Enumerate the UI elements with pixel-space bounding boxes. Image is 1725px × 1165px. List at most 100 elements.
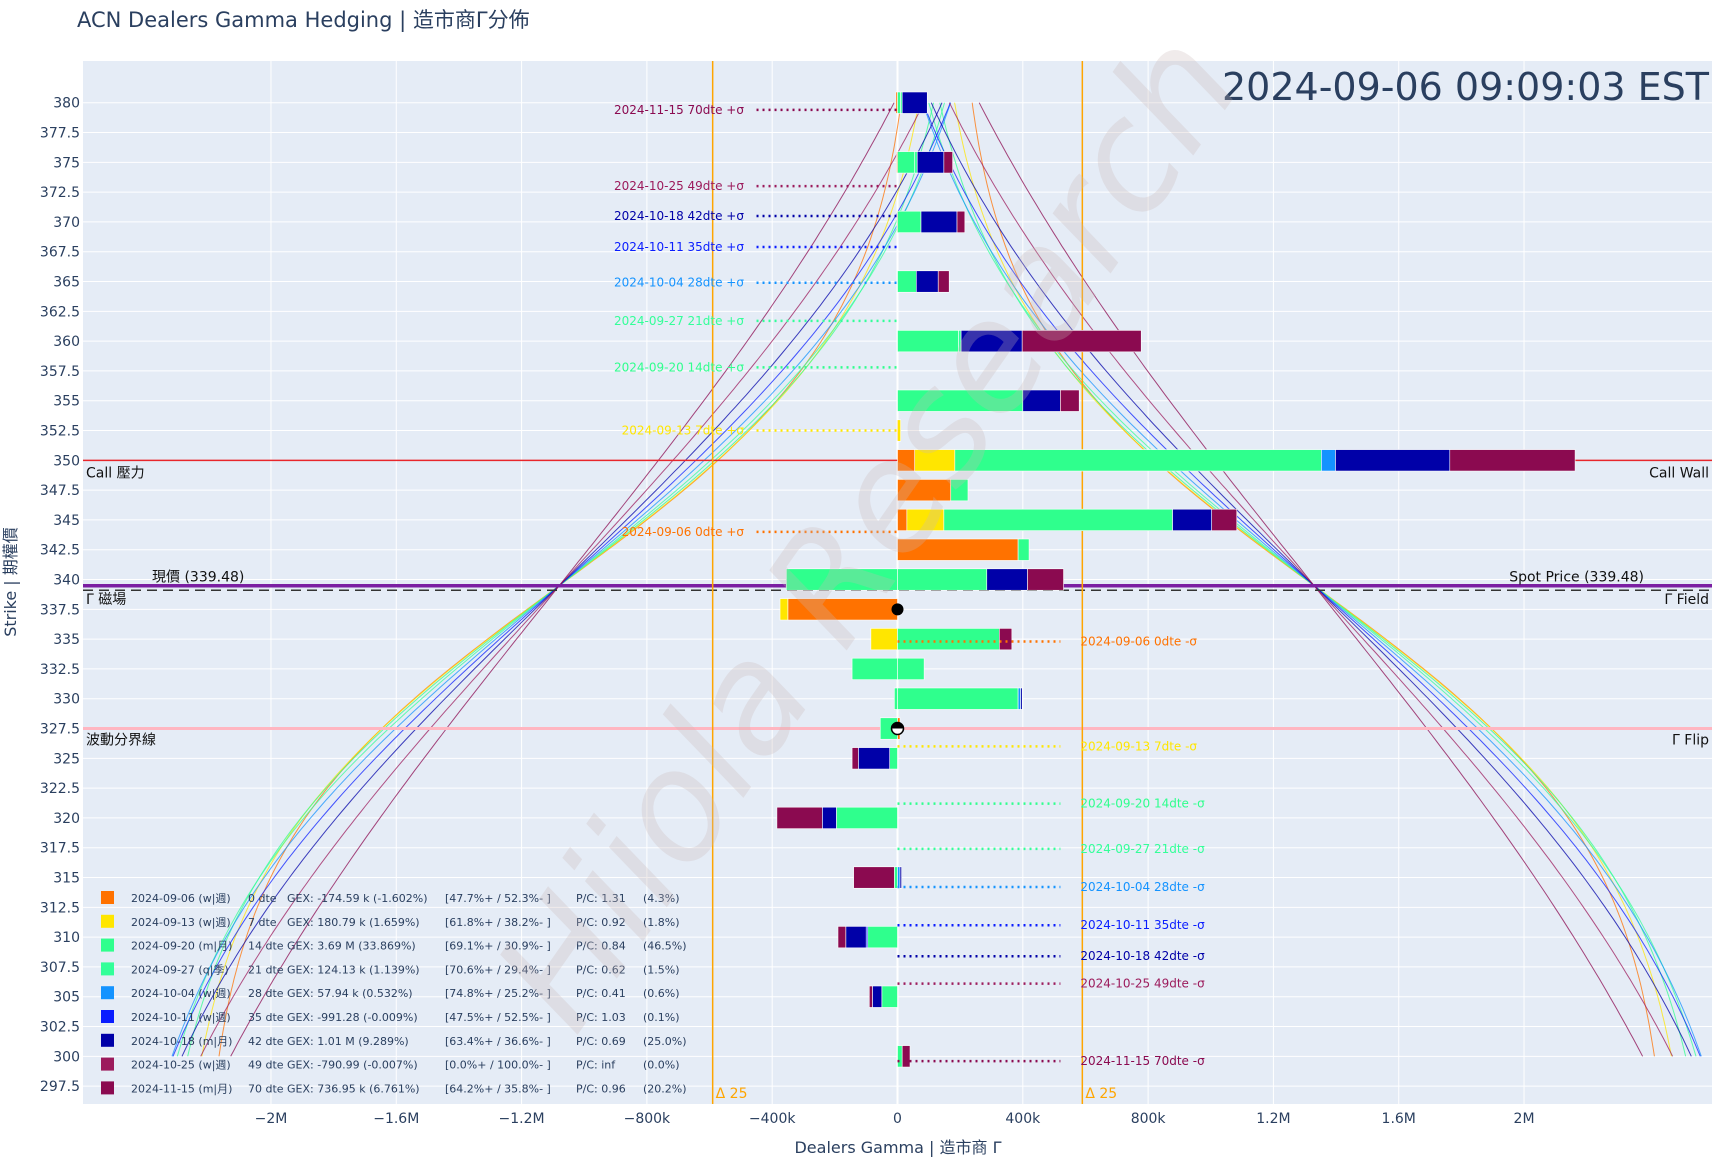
- spot-label-left: 現價 (339.48): [152, 569, 244, 586]
- y-tick-label: 345: [53, 513, 80, 529]
- gamma-bar: [837, 926, 847, 949]
- gamma-bar: [853, 866, 895, 889]
- axes: −2M −1.6M −1.2M −800k −400k 0 400k 800k 1.2M 1.6M…: [40, 96, 1535, 1127]
- y-tick-label: 380: [53, 96, 80, 112]
- y-tick-label: 320: [53, 811, 80, 827]
- sigma-plus-label: 2024-09-27 21dte +σ: [614, 314, 744, 328]
- legend-text: P/C: 0.84: [576, 940, 626, 953]
- x-tick-label: −2M: [255, 1111, 288, 1127]
- sigma-plus-label: 2024-10-18 42dte +σ: [614, 209, 744, 223]
- gamma-bar: [937, 270, 950, 293]
- legend-text: 2024-10-25 (w|週): [131, 1059, 231, 1072]
- legend: 2024-09-06 (w|週) 0 dte GEX: -174.59 k (-1.…: [101, 891, 687, 1095]
- sigma-plus-label: 2024-10-04 28dte +σ: [614, 276, 744, 290]
- legend-swatch: [101, 1057, 114, 1071]
- gamma-bar: [1335, 449, 1451, 472]
- x-tick-label: 400k: [1005, 1111, 1041, 1127]
- y-tick-label: 305: [53, 990, 80, 1006]
- y-tick-label: 342.5: [40, 543, 80, 559]
- legend-text: P/C: 0.69: [576, 1035, 626, 1048]
- gamma-bar: [822, 806, 837, 829]
- legend-text: (1.8%): [643, 916, 680, 929]
- gamma-bar: [1211, 508, 1238, 531]
- gamma-bar: [897, 657, 925, 680]
- gamma-bar: [858, 747, 890, 770]
- x-tick-label: −1.6M: [373, 1111, 419, 1127]
- legend-text: [69.1%+ / 30.9%- ]: [445, 940, 551, 953]
- flip-label-right: Γ Flip: [1672, 733, 1709, 749]
- legend-text: P/C: 0.92: [576, 916, 626, 929]
- gamma-bar: [872, 985, 883, 1008]
- legend-text: [63.4%+ / 36.6%- ]: [445, 1035, 551, 1048]
- sigma-minus-label: 2024-10-11 35dte -σ: [1080, 918, 1205, 932]
- gamma-bar: [899, 866, 902, 889]
- legend-text: 14 dte: [248, 940, 284, 953]
- legend-text: 2024-10-18 (m|月): [131, 1035, 232, 1048]
- x-tick-label: −1.2M: [499, 1111, 545, 1127]
- y-tick-label: 312.5: [40, 900, 80, 916]
- gamma-bar: [869, 985, 873, 1008]
- y-tick-label: 350: [53, 453, 80, 469]
- legend-text: 42 dte: [248, 1035, 284, 1048]
- y-tick-label: 307.5: [40, 960, 80, 976]
- gamma-bar: [897, 210, 922, 233]
- y-tick-label: 357.5: [40, 364, 80, 380]
- legend-text: P/C: 0.96: [576, 1082, 626, 1095]
- legend-text: GEX: -790.99 (-0.007%): [287, 1059, 418, 1072]
- legend-text: (4.3%): [643, 892, 680, 905]
- gamma-bar: [867, 926, 898, 949]
- sigma-minus-label: 2024-10-04 28dte -σ: [1080, 880, 1205, 894]
- legend-text: P/C: inf: [576, 1059, 616, 1072]
- legend-text: [61.8%+ / 38.2%- ]: [445, 916, 551, 929]
- x-tick-label: 0: [893, 1111, 902, 1127]
- sigma-minus-label: 2024-09-27 21dte -σ: [1080, 842, 1205, 856]
- legend-text: [0.0%+ / 100.0%- ]: [445, 1059, 551, 1072]
- gamma-bar: [779, 598, 789, 621]
- flip-marker-half: [891, 722, 904, 729]
- legend-text: 21 dte: [248, 963, 284, 976]
- legend-text: 7 dte: [248, 916, 277, 929]
- y-tick-label: 375: [53, 155, 80, 171]
- gamma-bar: [897, 270, 917, 293]
- delta-curve: [948, 102, 1674, 1057]
- gamma-bar: [851, 657, 898, 680]
- gamma-bar: [1017, 538, 1030, 561]
- gamma-bar: [894, 866, 898, 889]
- legend-swatch: [101, 1081, 114, 1095]
- y-tick-label: 332.5: [40, 662, 80, 678]
- legend-text: [47.5%+ / 52.5%- ]: [445, 1011, 551, 1024]
- reference-lines: 波動分界線 Γ Flip Call 壓力 Call Wall Γ 磁場 Γ Field 現價…: [83, 61, 1712, 1104]
- y-tick-label: 340: [53, 573, 80, 589]
- gamma-bar: [1021, 330, 1142, 353]
- gamma-bar: [986, 568, 1028, 591]
- sigma-minus-label: 2024-09-13 7dte -σ: [1080, 739, 1197, 753]
- delta25-label: Δ 25: [716, 1086, 748, 1102]
- x-tick-label: 2M: [1514, 1111, 1535, 1127]
- legend-text: 2024-11-15 (m|月): [131, 1082, 232, 1095]
- sigma-minus-label: 2024-10-18 42dte -σ: [1080, 949, 1205, 963]
- gamma-bar: [1060, 389, 1080, 412]
- gamma-bar: [916, 151, 945, 174]
- legend-text: GEX: 1.01 M (9.289%): [287, 1035, 409, 1048]
- legend-text: [64.2%+ / 35.8%- ]: [445, 1082, 551, 1095]
- delta-curve: [200, 102, 925, 1057]
- legend-text: GEX: 736.95 k (6.761%): [287, 1082, 420, 1095]
- gamma-bar: [1027, 568, 1064, 591]
- delta-curves: [171, 102, 1702, 1057]
- legend-text: [47.7%+ / 52.3%- ]: [445, 892, 551, 905]
- spot-marker: [891, 603, 904, 616]
- y-tick-label: 310: [53, 930, 80, 946]
- legend-text: 2024-09-13 (w|週): [131, 916, 231, 929]
- sigma-lines: 2024-09-06 0dte +σ 2024-09-06 0dte -σ 2024…: [614, 103, 1205, 1068]
- legend-text: 2024-10-04 (w|週): [131, 987, 231, 1000]
- legend-text: P/C: 1.31: [576, 892, 626, 905]
- legend-swatch: [101, 914, 114, 928]
- gamma-bar: [901, 1045, 911, 1068]
- y-tick-label: 377.5: [40, 126, 80, 142]
- legend-text: GEX: 124.13 k (1.139%): [287, 963, 420, 976]
- spot-label-right: Spot Price (339.48): [1509, 570, 1644, 586]
- gamma-bar: [1449, 449, 1576, 472]
- legend-text: GEX: 57.94 k (0.532%): [287, 987, 413, 1000]
- y-tick-label: 317.5: [40, 841, 80, 857]
